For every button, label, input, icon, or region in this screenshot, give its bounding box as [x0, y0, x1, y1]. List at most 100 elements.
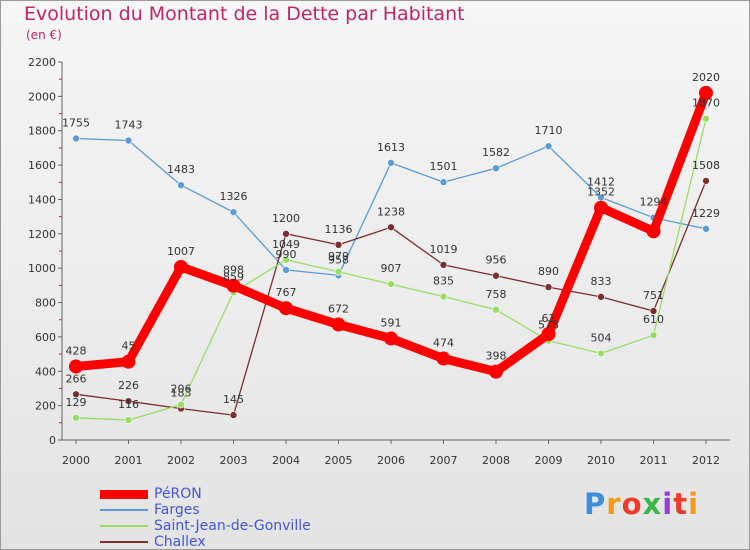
- data-point-peron: [121, 354, 136, 369]
- data-label-peron: 61: [542, 312, 556, 325]
- data-point-challex: [439, 261, 448, 269]
- legend-label: Farges: [154, 502, 200, 518]
- x-tick-label: 2008: [482, 454, 510, 467]
- data-label-peron: 898: [223, 264, 244, 277]
- data-label-farges: 1743: [115, 119, 143, 132]
- data-label-saint-jean-de-gonville: 758: [486, 288, 507, 301]
- series-line-peron: [71, 88, 711, 377]
- data-label-challex: 1508: [692, 159, 720, 172]
- y-tick-label: 400: [35, 365, 56, 378]
- data-point-challex: [72, 390, 80, 399]
- legend-swatch-challex: [100, 541, 148, 543]
- data-label-saint-jean-de-gonville: 859: [223, 270, 244, 283]
- axes: 0 200 400 600 800 1000 1200 1400 1600 1800 2000 220…: [28, 56, 730, 467]
- data-point-saint-jean-de-gonville: [177, 400, 185, 409]
- legend-item-peron[interactable]: PéRON: [100, 486, 360, 502]
- data-label-farges: 1412: [587, 175, 615, 188]
- data-label-challex: 1200: [272, 212, 300, 225]
- data-point-saint-jean-de-gonville: [649, 331, 658, 339]
- data-point-peron: [646, 224, 661, 239]
- legend-swatch-farges: [100, 509, 148, 511]
- data-point-farges: [387, 159, 395, 167]
- data-label-saint-jean-de-gonville: 206: [171, 383, 192, 396]
- x-tick-label: 2009: [535, 454, 563, 467]
- y-tick-label: 1000: [28, 262, 56, 275]
- data-point-saint-jean-de-gonville: [702, 114, 710, 123]
- data-point-peron: [541, 327, 556, 342]
- data-label-peron: 45: [122, 340, 136, 353]
- data-label-challex: 145: [223, 393, 244, 406]
- data-label-saint-jean-de-gonville: 1870: [692, 97, 720, 110]
- data-point-challex: [702, 177, 710, 185]
- data-point-peron: [489, 364, 503, 379]
- data-label-farges: 1613: [377, 141, 405, 154]
- x-tick-label: 2004: [272, 454, 300, 467]
- data-point-peron: [226, 278, 241, 293]
- data-label-farges: 1582: [482, 146, 510, 159]
- data-point-saint-jean-de-gonville: [597, 349, 605, 358]
- data-label-saint-jean-de-gonville: 504: [591, 331, 612, 344]
- data-label-saint-jean-de-gonville: 578: [538, 319, 559, 332]
- data-point-farges: [544, 142, 553, 150]
- data-label-peron: 591: [381, 316, 402, 329]
- y-tick-label: 0: [49, 434, 56, 447]
- data-label-challex: 1019: [430, 243, 458, 256]
- data-point-farges: [177, 181, 185, 189]
- data-label-saint-jean-de-gonville: 116: [118, 398, 139, 411]
- data-label-challex: 226: [118, 379, 139, 392]
- data-label-saint-jean-de-gonville: 979: [328, 250, 349, 263]
- legend-item-farges[interactable]: Farges: [100, 502, 360, 518]
- logo-letter: i: [662, 487, 674, 521]
- data-label-peron: 1007: [167, 245, 195, 258]
- data-label-farges: 958: [328, 253, 349, 266]
- data-point-farges: [124, 136, 133, 145]
- data-point-challex: [544, 283, 553, 291]
- x-tick-label: 2000: [62, 454, 90, 467]
- data-point-challex: [649, 307, 658, 315]
- data-point-peron: [69, 359, 83, 374]
- y-tick-label: 600: [35, 331, 56, 344]
- data-label-peron: 428: [66, 344, 87, 357]
- data-point-peron: [279, 301, 293, 316]
- legend-item-challex[interactable]: Challex: [100, 534, 360, 550]
- data-point-peron: [331, 317, 346, 332]
- data-point-farges: [492, 164, 500, 172]
- data-point-farges: [72, 134, 80, 143]
- y-tick-label: 1400: [28, 193, 56, 206]
- data-point-challex: [124, 397, 133, 405]
- data-label-challex: 1238: [377, 205, 405, 218]
- y-tick-label: 2000: [28, 90, 56, 103]
- data-point-challex: [282, 230, 290, 238]
- data-label-peron: 1352: [587, 186, 615, 199]
- data-point-peron: [174, 259, 188, 274]
- data-label-farges: 1501: [430, 160, 458, 173]
- data-label-farges: 1326: [220, 190, 248, 203]
- y-tick-label: 200: [35, 400, 56, 413]
- data-point-saint-jean-de-gonville: [124, 416, 133, 424]
- data-point-challex: [492, 271, 500, 280]
- legend-item-saint-jean-de-gonville[interactable]: Saint-Jean-de-Gonville: [100, 518, 360, 534]
- data-point-saint-jean-de-gonville: [387, 280, 395, 288]
- data-point-farges: [439, 178, 448, 186]
- x-tick-label: 2010: [587, 454, 615, 467]
- x-tick-label: 2002: [167, 454, 195, 467]
- y-tick-label: 1600: [28, 159, 56, 172]
- data-point-saint-jean-de-gonville: [439, 292, 448, 301]
- data-labels-layer: 1755 1743 1483 1326 990 958 1613 1501 1582 1710 14…: [62, 71, 720, 411]
- proxiti-logo: Proxiti: [584, 487, 699, 521]
- data-point-challex: [387, 223, 395, 232]
- data-label-farges: 1483: [167, 163, 195, 176]
- data-label-challex: 833: [591, 275, 612, 288]
- data-point-challex: [597, 293, 605, 301]
- chart-title: Evolution du Montant de la Dette par Hab…: [24, 3, 465, 25]
- data-label-farges: 1710: [535, 124, 563, 137]
- y-tick-label: 2200: [28, 56, 56, 69]
- chart-subtitle: (en €): [26, 28, 62, 42]
- y-tick-label: 800: [35, 297, 56, 310]
- logo-letter: P: [584, 487, 607, 521]
- data-point-farges: [282, 266, 290, 274]
- logo-letter: x: [642, 487, 663, 521]
- data-point-challex: [229, 411, 238, 419]
